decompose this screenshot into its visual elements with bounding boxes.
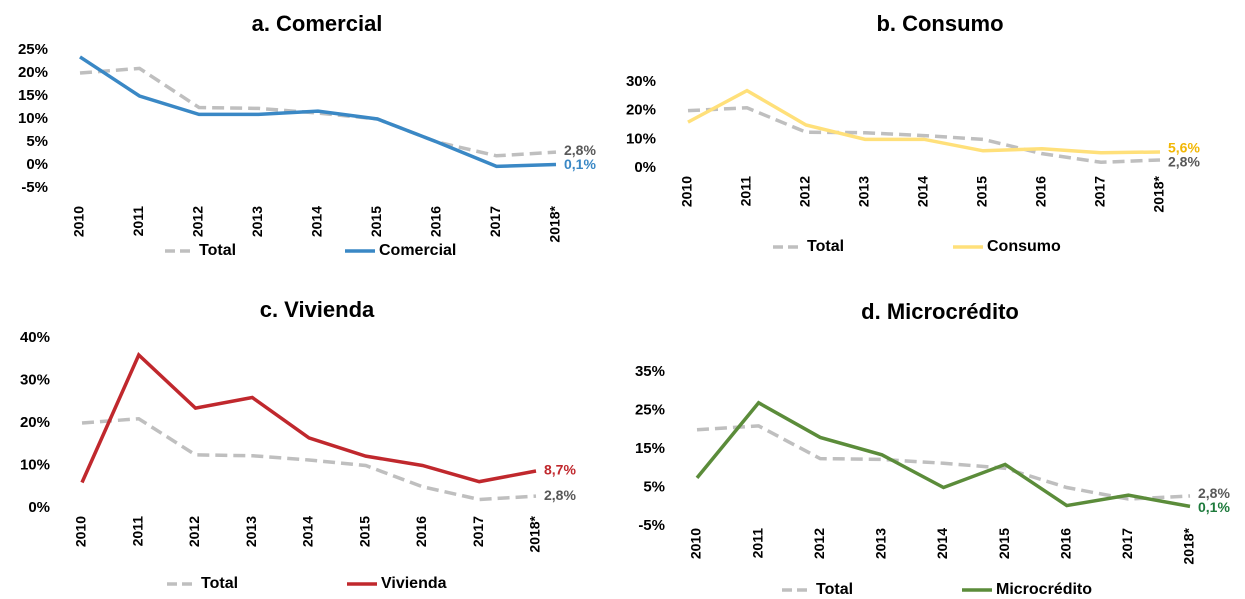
value-label: 0,1% <box>1198 499 1230 515</box>
x-tick-label: 2017 <box>487 206 503 237</box>
series-line <box>695 400 1191 509</box>
y-tick-label: 5% <box>26 133 48 150</box>
y-tick-label: 40% <box>20 329 50 346</box>
x-tick-label: 2011 <box>749 528 765 559</box>
chart-title: b. Consumo <box>876 11 1003 36</box>
series-line <box>696 424 1191 501</box>
x-tick-label: 2013 <box>249 206 265 237</box>
value-label: 0,1% <box>564 156 596 172</box>
x-tick-label: 2010 <box>73 516 89 547</box>
y-tick-label: 35% <box>635 363 665 380</box>
chart-title: a. Comercial <box>252 11 383 36</box>
legend-label: Comercial <box>379 242 456 259</box>
value-label: 8,7% <box>544 462 576 478</box>
x-tick-label: 2010 <box>71 206 87 237</box>
legend-label: Total <box>201 575 238 592</box>
series-line <box>79 66 557 158</box>
value-label: 2,8% <box>1168 154 1200 170</box>
x-tick-label: 2012 <box>797 176 813 207</box>
x-tick-label: 2018* <box>1181 527 1197 564</box>
y-tick-label: 10% <box>626 130 656 147</box>
x-tick-label: 2018* <box>527 515 543 552</box>
x-tick-label: 2018* <box>547 205 563 242</box>
y-tick-label: 0% <box>26 156 48 173</box>
legend-label: Total <box>816 581 853 598</box>
x-tick-label: 2016 <box>428 206 444 237</box>
x-tick-label: 2012 <box>190 206 206 237</box>
x-tick-label: 2013 <box>873 528 889 559</box>
x-tick-label: 2016 <box>1033 176 1049 207</box>
x-tick-label: 2014 <box>309 206 325 237</box>
value-label: 2,8% <box>564 142 596 158</box>
x-tick-label: 2010 <box>679 176 695 207</box>
chart-title: c. Vivienda <box>260 297 375 322</box>
x-tick-label: 2011 <box>738 176 754 207</box>
legend-label: Total <box>807 238 844 255</box>
x-tick-label: 2015 <box>356 516 372 547</box>
series-line <box>687 88 1161 155</box>
x-tick-label: 2014 <box>915 176 931 207</box>
x-tick-label: 2017 <box>1092 176 1108 207</box>
series-line <box>687 106 1161 165</box>
series-line <box>80 352 537 484</box>
x-tick-label: 2017 <box>1119 528 1135 559</box>
x-tick-label: 2013 <box>856 176 872 207</box>
x-tick-label: 2013 <box>243 516 259 547</box>
y-tick-label: 5% <box>643 478 665 495</box>
x-tick-label: 2012 <box>186 516 202 547</box>
legend-label: Total <box>199 242 236 259</box>
value-label: 2,8% <box>1198 485 1230 501</box>
y-tick-label: 0% <box>28 499 50 516</box>
legend-label: Consumo <box>987 238 1061 255</box>
x-tick-label: 2012 <box>811 528 827 559</box>
y-tick-label: 20% <box>20 414 50 431</box>
series-line <box>81 416 537 502</box>
x-tick-label: 2018* <box>1151 175 1167 212</box>
legend-label: Microcrédito <box>996 581 1092 598</box>
y-tick-label: 15% <box>18 87 48 104</box>
x-tick-label: 2010 <box>688 528 704 559</box>
x-tick-label: 2016 <box>413 516 429 547</box>
y-tick-label: 20% <box>626 102 656 119</box>
x-tick-label: 2011 <box>130 206 146 237</box>
y-tick-label: 10% <box>20 456 50 473</box>
x-tick-label: 2016 <box>1057 528 1073 559</box>
y-tick-label: -5% <box>638 517 665 534</box>
x-tick-label: 2014 <box>300 516 316 547</box>
x-tick-label: 2011 <box>129 516 145 547</box>
value-label: 2,8% <box>544 487 576 503</box>
y-tick-label: 10% <box>18 110 48 127</box>
y-tick-label: 25% <box>635 401 665 418</box>
y-tick-label: 20% <box>18 64 48 81</box>
y-tick-label: 15% <box>635 440 665 457</box>
x-tick-label: 2014 <box>934 528 950 559</box>
y-tick-label: 0% <box>634 159 656 176</box>
y-tick-label: 25% <box>18 41 48 58</box>
x-tick-label: 2015 <box>996 528 1012 559</box>
x-tick-label: 2015 <box>974 176 990 207</box>
y-tick-label: 30% <box>20 371 50 388</box>
x-tick-label: 2017 <box>470 516 486 547</box>
x-tick-label: 2015 <box>368 206 384 237</box>
value-label: 5,6% <box>1168 140 1200 156</box>
y-tick-label: -5% <box>21 179 48 196</box>
series-line <box>79 55 557 169</box>
y-tick-label: 30% <box>626 73 656 90</box>
chart-title: d. Microcrédito <box>861 299 1019 324</box>
legend-label: Vivienda <box>381 575 447 592</box>
